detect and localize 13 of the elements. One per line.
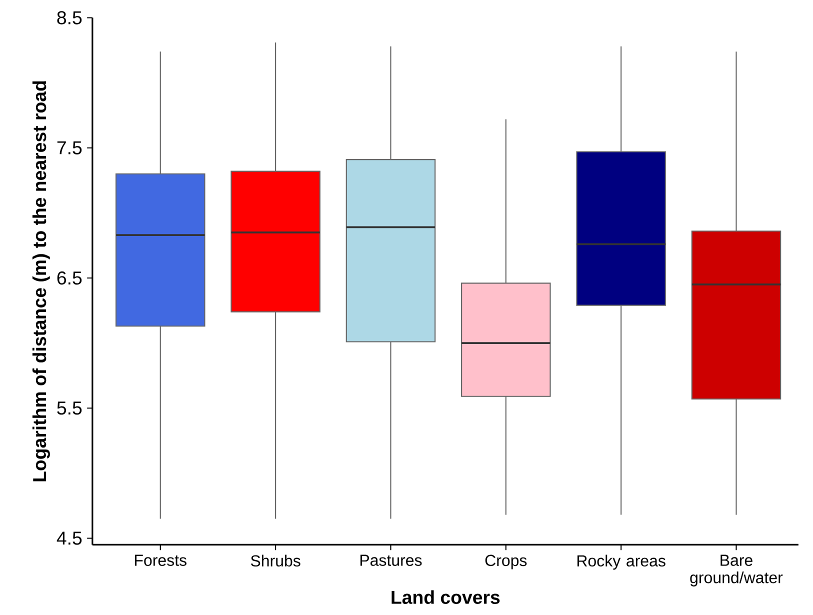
y-axis-title: Logarithm of distance (m) to the nearest road [32,81,50,482]
y-tick-label: 8.5 [57,11,82,24]
x-tick-label: Crops [485,554,527,570]
y-tick-label: 6.5 [57,271,82,285]
y-tick-label: 4.5 [56,532,82,545]
x-axis-title: Land covers [392,590,500,604]
x-tick-label: Forests [135,554,186,566]
x-tick-label: Rocky areas [577,554,666,570]
x-tick-label: Shrubs [250,554,300,567]
y-tick-label: 7.5 [57,141,82,154]
x-tick-label: Pastures [360,554,422,566]
x-tick-label: Bare ground/water [690,554,783,586]
y-tick-label: 5.5 [57,402,82,415]
